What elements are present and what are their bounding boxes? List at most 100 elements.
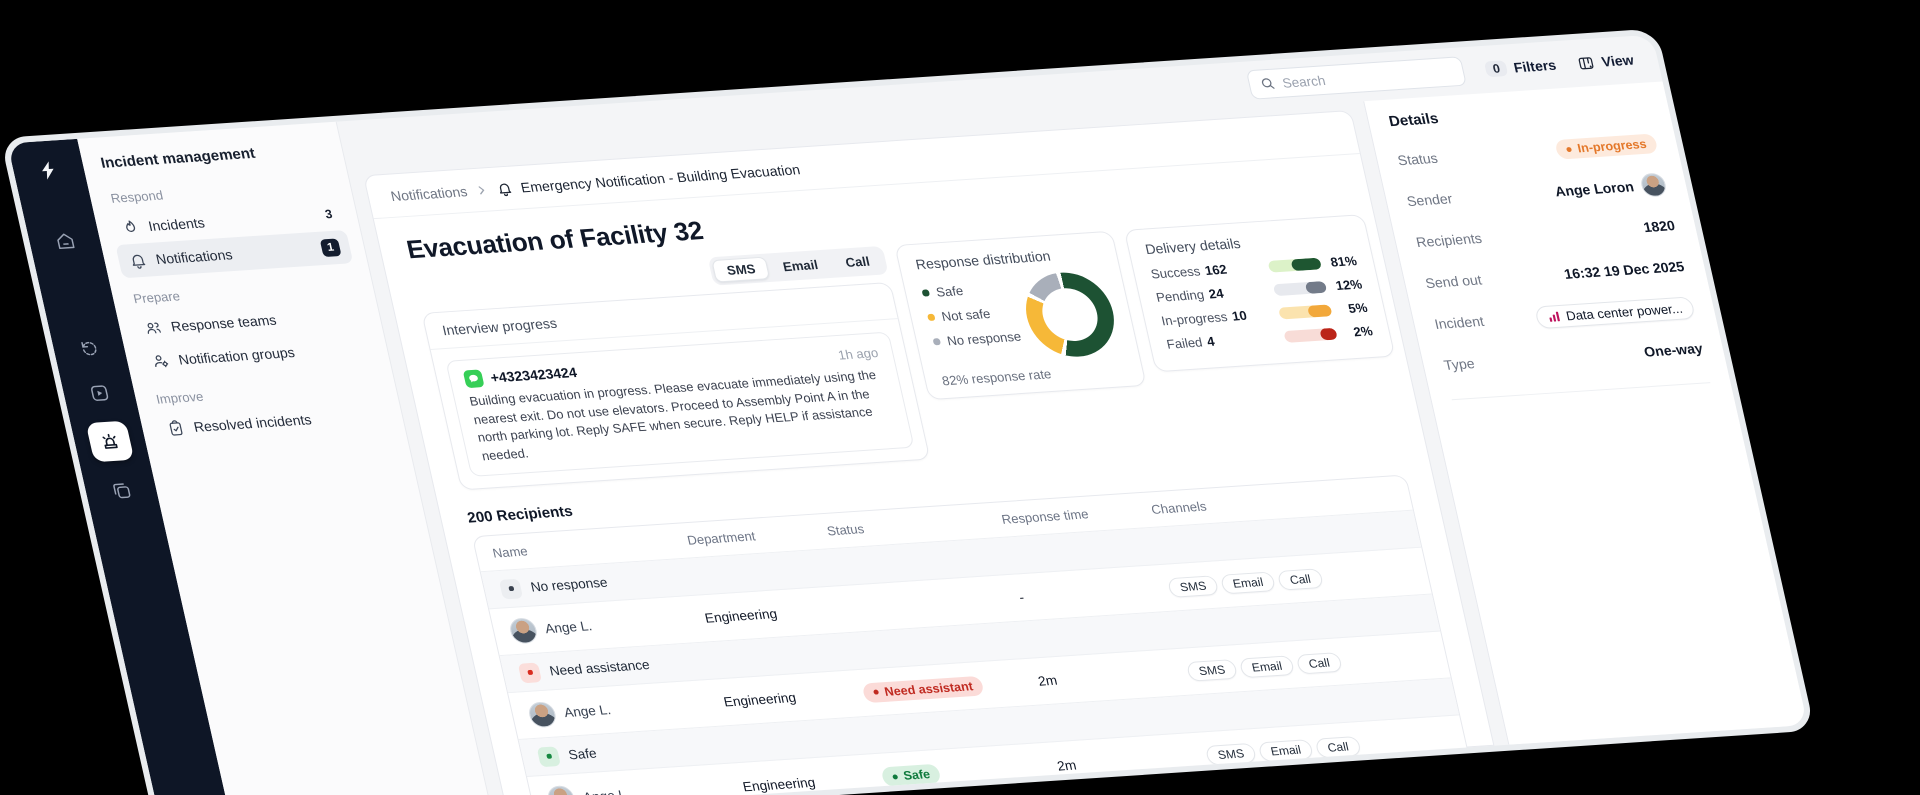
avatar: [507, 616, 540, 645]
delivery-label: Failed: [1165, 334, 1204, 352]
response-distribution-title: Response distribution: [914, 247, 1052, 273]
delivery-bar-success: [1267, 257, 1322, 273]
chat-bubble-icon: [462, 369, 485, 389]
view-button[interactable]: View: [1576, 51, 1635, 71]
incident-link-chip[interactable]: Data center power...: [1533, 295, 1696, 329]
tab-call[interactable]: Call: [830, 249, 885, 275]
chevron-right-icon: [473, 182, 490, 197]
donut-legend: Safe Not safe No response: [921, 280, 1023, 349]
breadcrumb-current: Emergency Notification - Building Evacua…: [519, 160, 802, 195]
icon-rail: [7, 138, 233, 795]
avatar: [545, 785, 578, 795]
view-columns-icon: [1576, 54, 1597, 72]
flame-icon: [120, 218, 142, 237]
sidebar-item-notifications[interactable]: Notifications 1: [115, 229, 354, 279]
delivery-count: 10: [1230, 308, 1249, 324]
recipient-department: Engineering: [703, 606, 779, 626]
details-panel: Details Status In-progress Sender Ange L…: [1363, 81, 1808, 745]
delivery-row-failed: Failed 4 2%: [1165, 323, 1374, 351]
channel-pill-sms[interactable]: SMS: [1204, 743, 1258, 766]
runbooks-play-icon[interactable]: [84, 380, 113, 405]
sidebar-title: Incident management: [99, 145, 257, 172]
sidebar-item-label: Notifications: [154, 246, 234, 268]
delivery-row-in-progress: In-progress 10 5%: [1160, 300, 1369, 328]
response-time: -: [1017, 590, 1026, 606]
sidebar-item-resolved-incidents[interactable]: Resolved incidents: [153, 398, 391, 446]
delivery-label: In-progress: [1159, 309, 1229, 329]
details-label: Incident: [1432, 313, 1486, 332]
delivery-bar-pending: [1272, 280, 1328, 296]
col-header-status[interactable]: Status: [825, 521, 866, 539]
response-donut-chart: [1017, 269, 1123, 360]
bell-icon: [127, 251, 149, 270]
users-icon: [142, 318, 164, 337]
message-timestamp: 1h ago: [836, 344, 880, 363]
tab-sms[interactable]: SMS: [711, 256, 771, 283]
channel-pill-sms[interactable]: SMS: [1185, 658, 1239, 682]
details-label: Send out: [1423, 271, 1484, 291]
group-label: No response: [529, 575, 609, 595]
breadcrumb-root[interactable]: Notifications: [389, 182, 469, 204]
delivery-percent: 2%: [1351, 323, 1375, 340]
search-box[interactable]: [1246, 56, 1468, 100]
history-icon[interactable]: [74, 335, 103, 360]
delivery-percent: 5%: [1346, 300, 1369, 316]
legend-item-no-response: No response: [932, 329, 1023, 349]
channel-pill-sms[interactable]: SMS: [1166, 574, 1220, 598]
topbar: 0 Filters View: [337, 35, 1663, 169]
col-header-department[interactable]: Department: [685, 528, 757, 548]
status-badge-safe: Safe: [880, 764, 943, 788]
incidents-count-badge: 3: [323, 207, 334, 222]
brand-logo-icon[interactable]: [34, 158, 63, 183]
notification-bell-icon: [495, 180, 514, 197]
legend-dot-safe: [921, 289, 931, 297]
sidebar-item-response-teams[interactable]: Response teams: [131, 297, 369, 345]
filters-count-badge: 0: [1484, 60, 1509, 78]
breadcrumb: Notifications Emergency Notification - B…: [364, 111, 1360, 220]
legend-item-safe: Safe: [921, 280, 1012, 300]
sidebar-item-notification-groups[interactable]: Notification groups: [138, 330, 376, 378]
col-header-channels[interactable]: Channels: [1149, 498, 1208, 518]
alerts-siren-icon-active[interactable]: [85, 420, 135, 463]
delivery-percent: 12%: [1334, 276, 1364, 293]
tab-email[interactable]: Email: [768, 252, 834, 278]
delivery-count: 4: [1205, 333, 1217, 349]
group-label: Safe: [567, 746, 599, 763]
delivery-details-title: Delivery details: [1143, 235, 1242, 258]
send-out-time: 16:32 19 Dec 2025: [1562, 258, 1686, 282]
channel-pill-call[interactable]: Call: [1276, 567, 1324, 591]
clipboard-check-icon: [165, 419, 187, 438]
col-header-response-time[interactable]: Response time: [1000, 506, 1090, 528]
delivery-label: Success: [1149, 263, 1202, 282]
delivery-details-card: Delivery details Success 162 81% Pending: [1123, 214, 1396, 373]
group-icon-need-assistance: [517, 662, 543, 684]
status-badge-in-progress: In-progress: [1554, 133, 1659, 160]
workspace: 0 Filters View Notifications: [337, 35, 1808, 795]
channel-tabs: SMS Email Call: [707, 245, 889, 286]
sidebar: Incident management Respond Incidents 3 …: [77, 121, 493, 795]
status-badge-need-assistant: Need assistant: [861, 675, 985, 704]
legend-dot-no-response: [932, 338, 942, 346]
notifications-count-badge: 1: [319, 238, 342, 258]
user-group-icon: [150, 352, 172, 371]
col-header-name[interactable]: Name: [491, 543, 530, 561]
legend-label: Safe: [934, 283, 965, 300]
channel-pills: SMS Email Call: [1204, 730, 1451, 766]
home-icon[interactable]: [50, 228, 79, 253]
duplicate-pages-icon[interactable]: [106, 478, 135, 503]
sender-phone-number: +4323423424: [488, 364, 579, 386]
details-row-incident: Incident Data center power...: [1430, 287, 1698, 345]
channel-pill-call[interactable]: Call: [1314, 736, 1362, 759]
channel-pill-call[interactable]: Call: [1295, 651, 1343, 675]
channel-pill-email[interactable]: Email: [1219, 571, 1277, 595]
sidebar-item-incidents[interactable]: Incidents 3: [108, 197, 346, 245]
search-input[interactable]: [1280, 64, 1455, 91]
channel-pill-email[interactable]: Email: [1238, 654, 1296, 678]
legend-dot-not-safe: [927, 313, 936, 322]
filters-button[interactable]: 0 Filters: [1484, 57, 1558, 78]
bar-chart-icon: [1546, 310, 1562, 324]
channel-pill-email[interactable]: Email: [1257, 739, 1315, 763]
delivery-percent: 81%: [1328, 253, 1359, 270]
channel-pills: SMS Email Call: [1185, 646, 1432, 682]
